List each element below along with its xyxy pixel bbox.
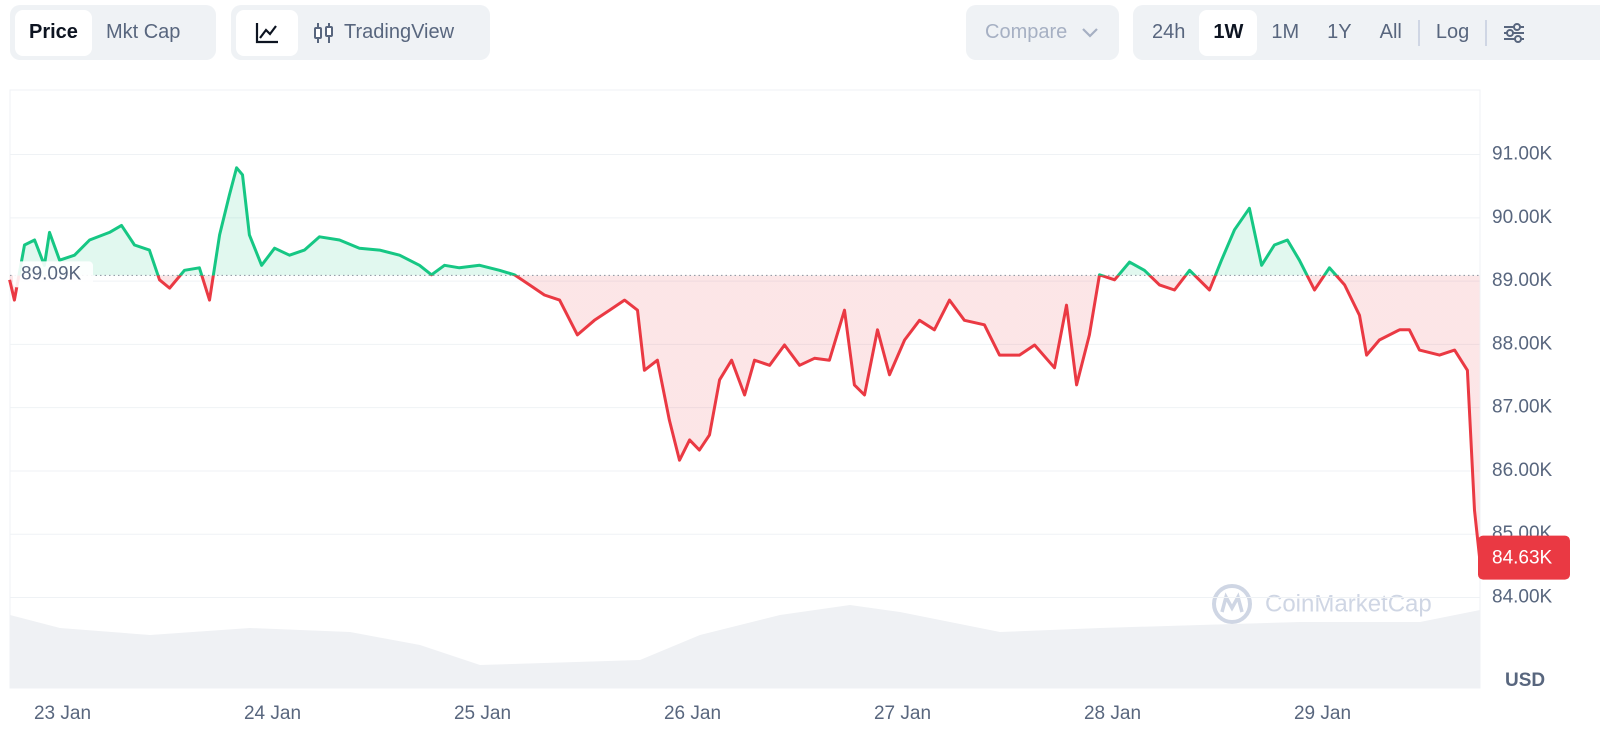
log-toggle[interactable]: Log [1435, 21, 1470, 43]
volume-area [10, 605, 1480, 688]
reference-badge [13, 261, 93, 288]
currency-label: USD [1505, 670, 1545, 691]
y-tick-label: 87.00K [1492, 397, 1553, 418]
candle-icon [314, 22, 333, 43]
separator [1417, 19, 1420, 46]
x-tick-label: 23 Jan [34, 703, 91, 724]
settings-button[interactable] [1489, 10, 1539, 56]
tradingview-label: TradingView [344, 21, 455, 43]
range-tabs: 24h 1W 1M 1Y All Log [1133, 5, 1600, 60]
metric-tabs: Price Mkt Cap [10, 5, 216, 60]
x-tick-label: 24 Jan [244, 703, 301, 724]
range-tab[interactable]: 24h [1152, 21, 1186, 43]
y-tick-label: 91.00K [1492, 144, 1553, 165]
y-tick-label: 86.00K [1492, 460, 1553, 481]
chart-style: TradingView [231, 5, 490, 60]
last-price-badge [1478, 535, 1570, 580]
chevron [1082, 27, 1099, 38]
x-tick-label: 27 Jan [874, 703, 931, 724]
watermark: CoinMarketCap [1212, 584, 1432, 624]
compare-dropdown[interactable]: Compare [966, 5, 1119, 60]
y-tick-label: 90.00K [1492, 207, 1553, 228]
last-price-label: 84.63K [1492, 548, 1553, 569]
range-tab[interactable]: 1Y [1327, 21, 1352, 43]
area-fill [9, 167, 1480, 558]
settings-icon [1504, 22, 1525, 43]
range-tab[interactable]: 1M [1271, 21, 1300, 43]
x-tick-label: 26 Jan [664, 703, 721, 724]
plot-frame [9, 89, 1481, 689]
compare-label: Compare [985, 21, 1068, 43]
y-tick-label: 88.00K [1492, 333, 1553, 354]
separator [1485, 19, 1488, 46]
price-line [8, 166, 1482, 558]
line-icon [255, 22, 278, 43]
y-tick-label: 85.00K [1492, 523, 1553, 544]
x-tick-label: 28 Jan [1084, 703, 1141, 724]
line-style-button[interactable] [236, 9, 298, 56]
metric-tab[interactable]: Price [15, 9, 92, 56]
reference-label: 89.09K [21, 263, 82, 284]
y-tick-label: 89.00K [1492, 270, 1553, 291]
metric-tab[interactable]: Mkt Cap [105, 21, 181, 43]
y-tick-label: 84.00K [1492, 587, 1553, 608]
range-tab[interactable]: 1W [1199, 9, 1258, 56]
x-tick-label: 29 Jan [1294, 703, 1351, 724]
watermark-text: CoinMarketCap [1265, 590, 1432, 617]
x-tick-label: 25 Jan [454, 703, 511, 724]
tradingview-button[interactable]: TradingView [298, 10, 468, 56]
range-tab[interactable]: All [1379, 21, 1402, 43]
